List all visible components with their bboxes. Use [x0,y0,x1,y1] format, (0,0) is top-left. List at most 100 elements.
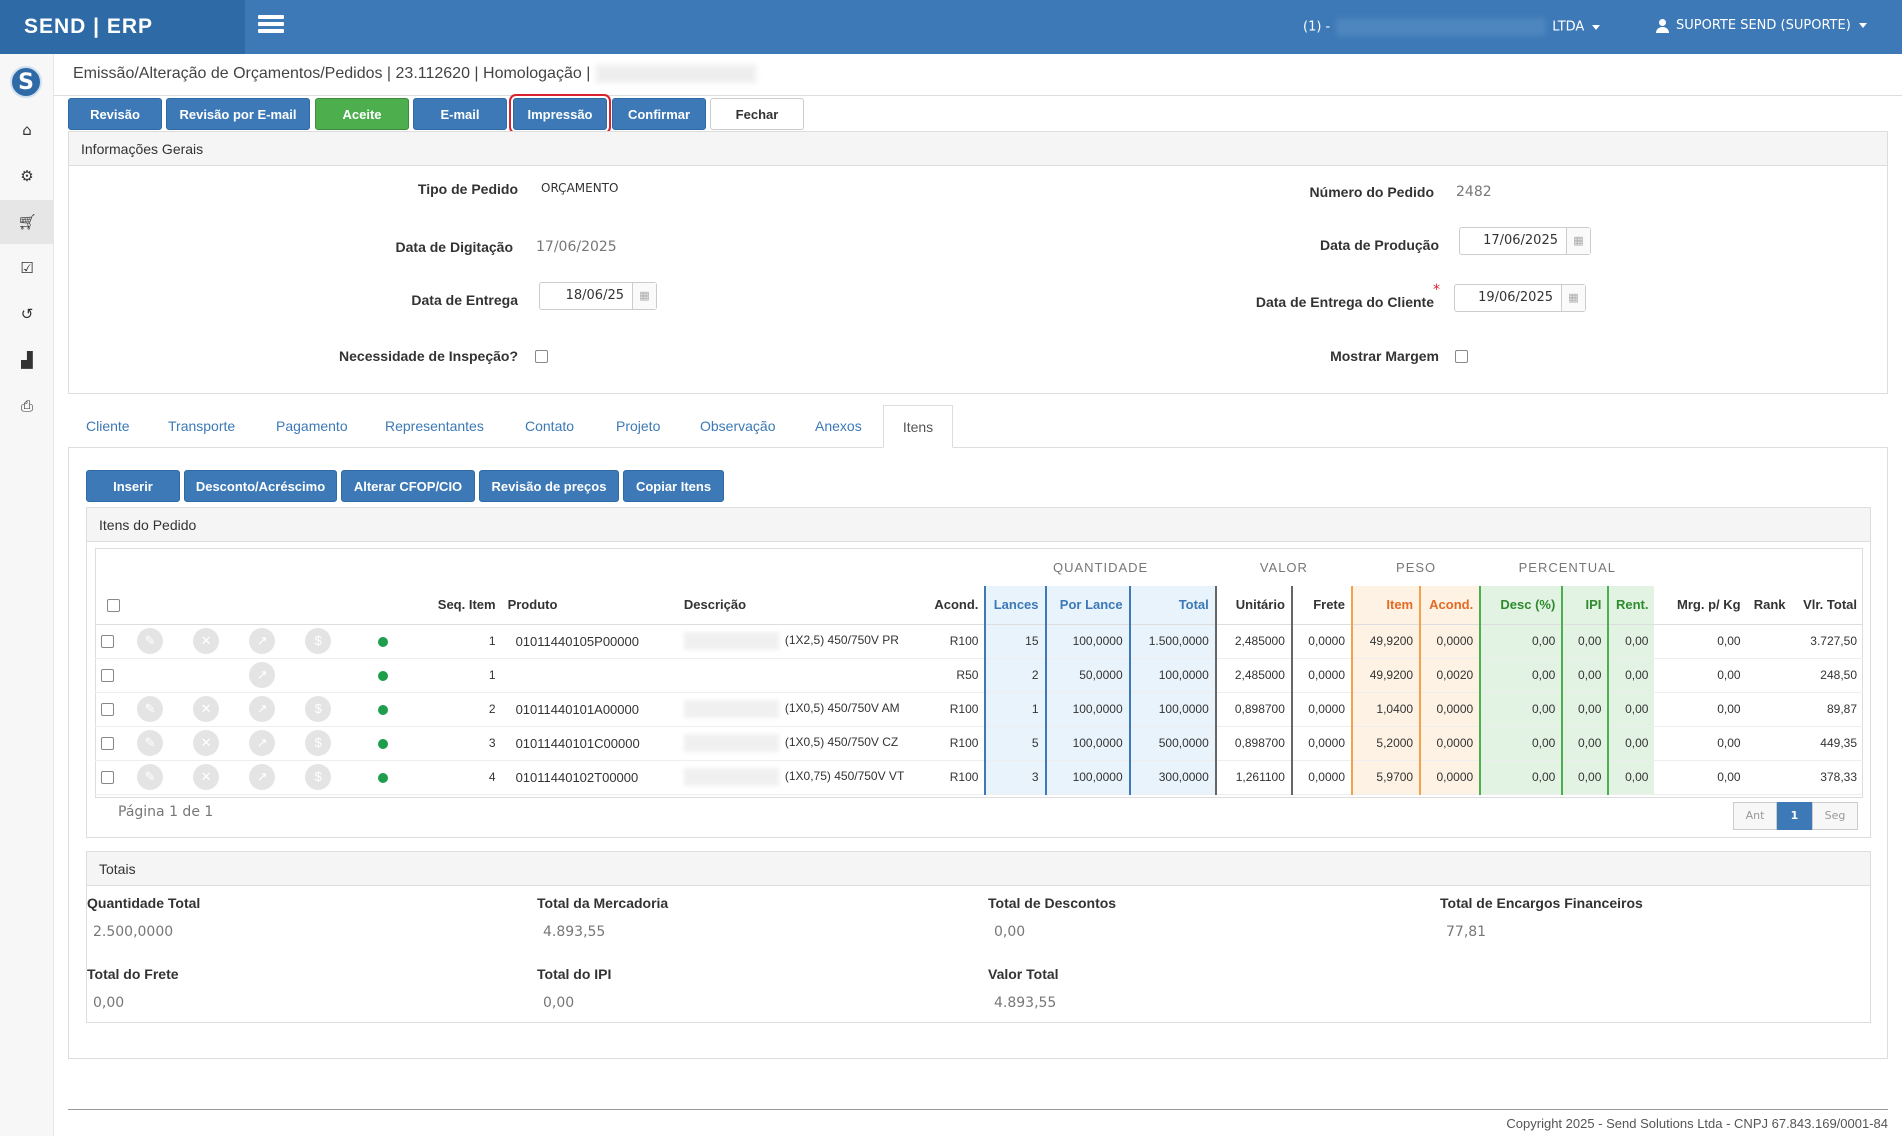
delete-icon[interactable]: ✕ [193,764,220,790]
email-button[interactable]: E-mail [413,98,507,130]
margem-checkbox[interactable] [1455,350,1468,363]
row-checkbox[interactable] [101,635,114,649]
data-producao-field[interactable]: 17/06/2025 ▦ [1459,227,1591,255]
price-icon[interactable]: $ [305,730,332,756]
col-unitario[interactable]: Unitário [1214,586,1292,625]
desconto-acrescimo-button[interactable]: Desconto/Acréscimo [184,470,337,502]
table-row[interactable]: ✎ ✕ ↗ $1 01011440105P00000 (1X2,5) 450/750V P… [95,624,1863,659]
pager-prev-button[interactable]: Ant [1733,802,1777,830]
delete-icon[interactable]: ✕ [193,696,220,722]
checklist-icon[interactable]: ☑ [20,259,34,277]
col-vlr-total[interactable]: Vlr. Total [1792,586,1863,625]
user-menu[interactable]: SUPORTE SEND (SUPORTE) [1656,18,1867,33]
edit-icon[interactable]: ✎ [137,696,164,722]
pager-page-1[interactable]: 1 [1777,802,1812,830]
edit-icon[interactable]: ✎ [137,764,164,790]
trend-icon[interactable]: ↗ [249,662,276,688]
row-checkbox[interactable] [101,703,114,717]
col-peso-item[interactable]: Item [1350,586,1421,625]
trend-icon[interactable]: ↗ [249,730,276,756]
delete-icon[interactable]: ✕ [193,628,220,654]
calendar-icon[interactable]: ▦ [632,283,656,309]
table-row[interactable]: ↗ 1 R50 2 50,0000 100,0000 2,485000 0,0000 49,92… [95,658,1863,693]
unitario-cell: 0,898700 [1214,692,1292,727]
tab-cliente[interactable]: Cliente [86,418,130,434]
numero-pedido-value: 2482 [1456,184,1492,200]
row-checkbox[interactable] [101,669,114,683]
por-lance-cell: 50,0000 [1044,658,1130,693]
col-produto[interactable]: Produto [501,586,678,625]
home-icon[interactable]: ⌂ [22,121,32,139]
revisao-button[interactable]: Revisão [68,98,162,130]
copiar-itens-button[interactable]: Copiar Itens [623,470,724,502]
data-entrega-cliente-field[interactable]: 19/06/2025 ▦ [1454,284,1586,312]
calendar-icon[interactable]: ▦ [1566,228,1590,254]
price-icon[interactable]: $ [305,764,332,790]
descricao-text: (1X0,5) 450/750V AM [784,701,900,716]
col-acond[interactable]: Acond. [928,586,986,625]
print-icon[interactable]: ⎙ [20,397,33,415]
revisao-email-button[interactable]: Revisão por E-mail [166,98,310,130]
edit-icon[interactable]: ✎ [137,730,164,756]
col-ipi[interactable]: IPI [1561,586,1609,625]
history-icon[interactable]: ↺ [20,305,34,323]
menu-toggle-icon[interactable] [258,15,284,35]
company-selector[interactable]: (1) - LTDA [1303,18,1601,36]
price-icon[interactable]: $ [305,696,332,722]
trend-icon[interactable]: ↗ [249,628,276,654]
trend-icon[interactable]: ↗ [249,764,276,790]
chart-icon[interactable]: ▟ [21,351,33,369]
col-rank[interactable]: Rank [1746,586,1793,625]
mrg-cell: 0,00 [1654,658,1747,693]
tab-observacao[interactable]: Observação [700,418,776,434]
col-lances[interactable]: Lances [984,586,1046,625]
tab-itens[interactable]: Itens [883,405,953,448]
cart-icon[interactable]: 🛒︎ [0,200,54,244]
tipo-pedido-value: ORÇAMENTO [541,181,619,195]
price-icon[interactable]: $ [305,628,332,654]
data-entrega-field[interactable]: 18/06/25 ▦ [539,282,657,310]
col-frete[interactable]: Frete [1290,586,1352,625]
impressao-button[interactable]: Impressão [513,98,607,130]
calendar-icon[interactable]: ▦ [1561,285,1585,311]
aceite-button[interactable]: Aceite [315,98,409,130]
revisao-precos-button[interactable]: Revisão de preços [479,470,619,502]
table-row[interactable]: ✎ ✕ ↗ $2 01011440101A00000 (1X0,5) 450/750V A… [95,692,1863,727]
confirmar-button[interactable]: Confirmar [612,98,706,130]
brand-logo[interactable]: SEND | ERP [0,0,245,54]
col-mrg[interactable]: Mrg. p/ Kg [1654,586,1747,625]
ipi-cell: 0,00 [1561,624,1609,659]
unitario-cell: 2,485000 [1214,658,1292,693]
tab-contato[interactable]: Contato [525,418,575,434]
col-desc[interactable]: Desc (%) [1479,586,1563,625]
col-seq[interactable]: Seq. Item [411,586,502,625]
inserir-button[interactable]: Inserir [86,470,180,502]
inspecao-checkbox[interactable] [535,350,548,363]
col-rent[interactable]: Rent. [1607,586,1655,625]
pager-next-button[interactable]: Seg [1812,802,1858,830]
col-total[interactable]: Total [1128,586,1216,625]
table-row[interactable]: ✎ ✕ ↗ $3 01011440101C00000 (1X0,5) 450/750V C… [95,726,1863,761]
tab-projeto[interactable]: Projeto [616,418,661,434]
row-checkbox[interactable] [101,737,114,751]
tipo-pedido-label: Tipo de Pedido [417,181,518,197]
tab-representantes[interactable]: Representantes [385,418,484,434]
delete-icon[interactable]: ✕ [193,730,220,756]
tab-anexos[interactable]: Anexos [815,418,862,434]
settings-icon[interactable]: ⚙ [20,167,34,185]
items-tab-content [68,447,1888,1059]
col-por-lance[interactable]: Por Lance [1044,586,1130,625]
col-peso-acond[interactable]: Acond. [1419,586,1481,625]
fechar-button[interactable]: Fechar [710,98,804,130]
select-all-checkbox[interactable] [106,599,120,613]
inspecao-label: Necessidade de Inspeção? [339,348,518,364]
alterar-cfop-button[interactable]: Alterar CFOP/CIO [341,470,475,502]
tab-transporte[interactable]: Transporte [168,418,236,434]
col-descricao[interactable]: Descrição [677,586,929,625]
trend-icon[interactable]: ↗ [249,696,276,722]
edit-icon[interactable]: ✎ [137,628,164,654]
table-row[interactable]: ✎ ✕ ↗ $4 01011440102T00000 (1X0,75) 450/750V … [95,760,1863,795]
row-action-cell: ↗ [243,658,300,693]
row-checkbox[interactable] [101,771,114,785]
tab-pagamento[interactable]: Pagamento [276,418,348,434]
